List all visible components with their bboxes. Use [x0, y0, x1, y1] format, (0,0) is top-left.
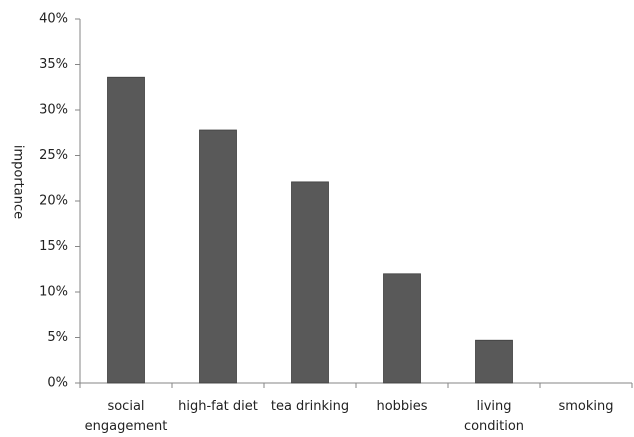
y-tick-label: 0%	[47, 376, 68, 391]
bar	[199, 129, 237, 384]
x-tick-label: smoking	[558, 399, 614, 414]
x-tick-label: tea drinking	[270, 399, 350, 414]
bar	[475, 339, 513, 384]
y-tick-label: 5%	[47, 330, 68, 345]
bar	[383, 273, 421, 384]
y-tick-label: 20%	[39, 194, 68, 209]
y-axis-label: importance	[11, 145, 26, 219]
x-tick-label: hobbies	[376, 399, 428, 414]
x-tick-label: social engagement	[84, 399, 168, 434]
y-tick-label: 10%	[39, 285, 68, 300]
y-tick-label: 25%	[39, 148, 68, 163]
y-tick-label: 40%	[39, 12, 68, 27]
bar	[291, 181, 329, 384]
y-tick-label: 15%	[39, 239, 68, 254]
y-tick-label: 35%	[39, 57, 68, 72]
x-tick-label: high-fat diet	[178, 399, 258, 414]
x-tick-label: living condition	[463, 399, 525, 434]
bar	[107, 76, 145, 384]
y-tick-label: 30%	[39, 103, 68, 118]
